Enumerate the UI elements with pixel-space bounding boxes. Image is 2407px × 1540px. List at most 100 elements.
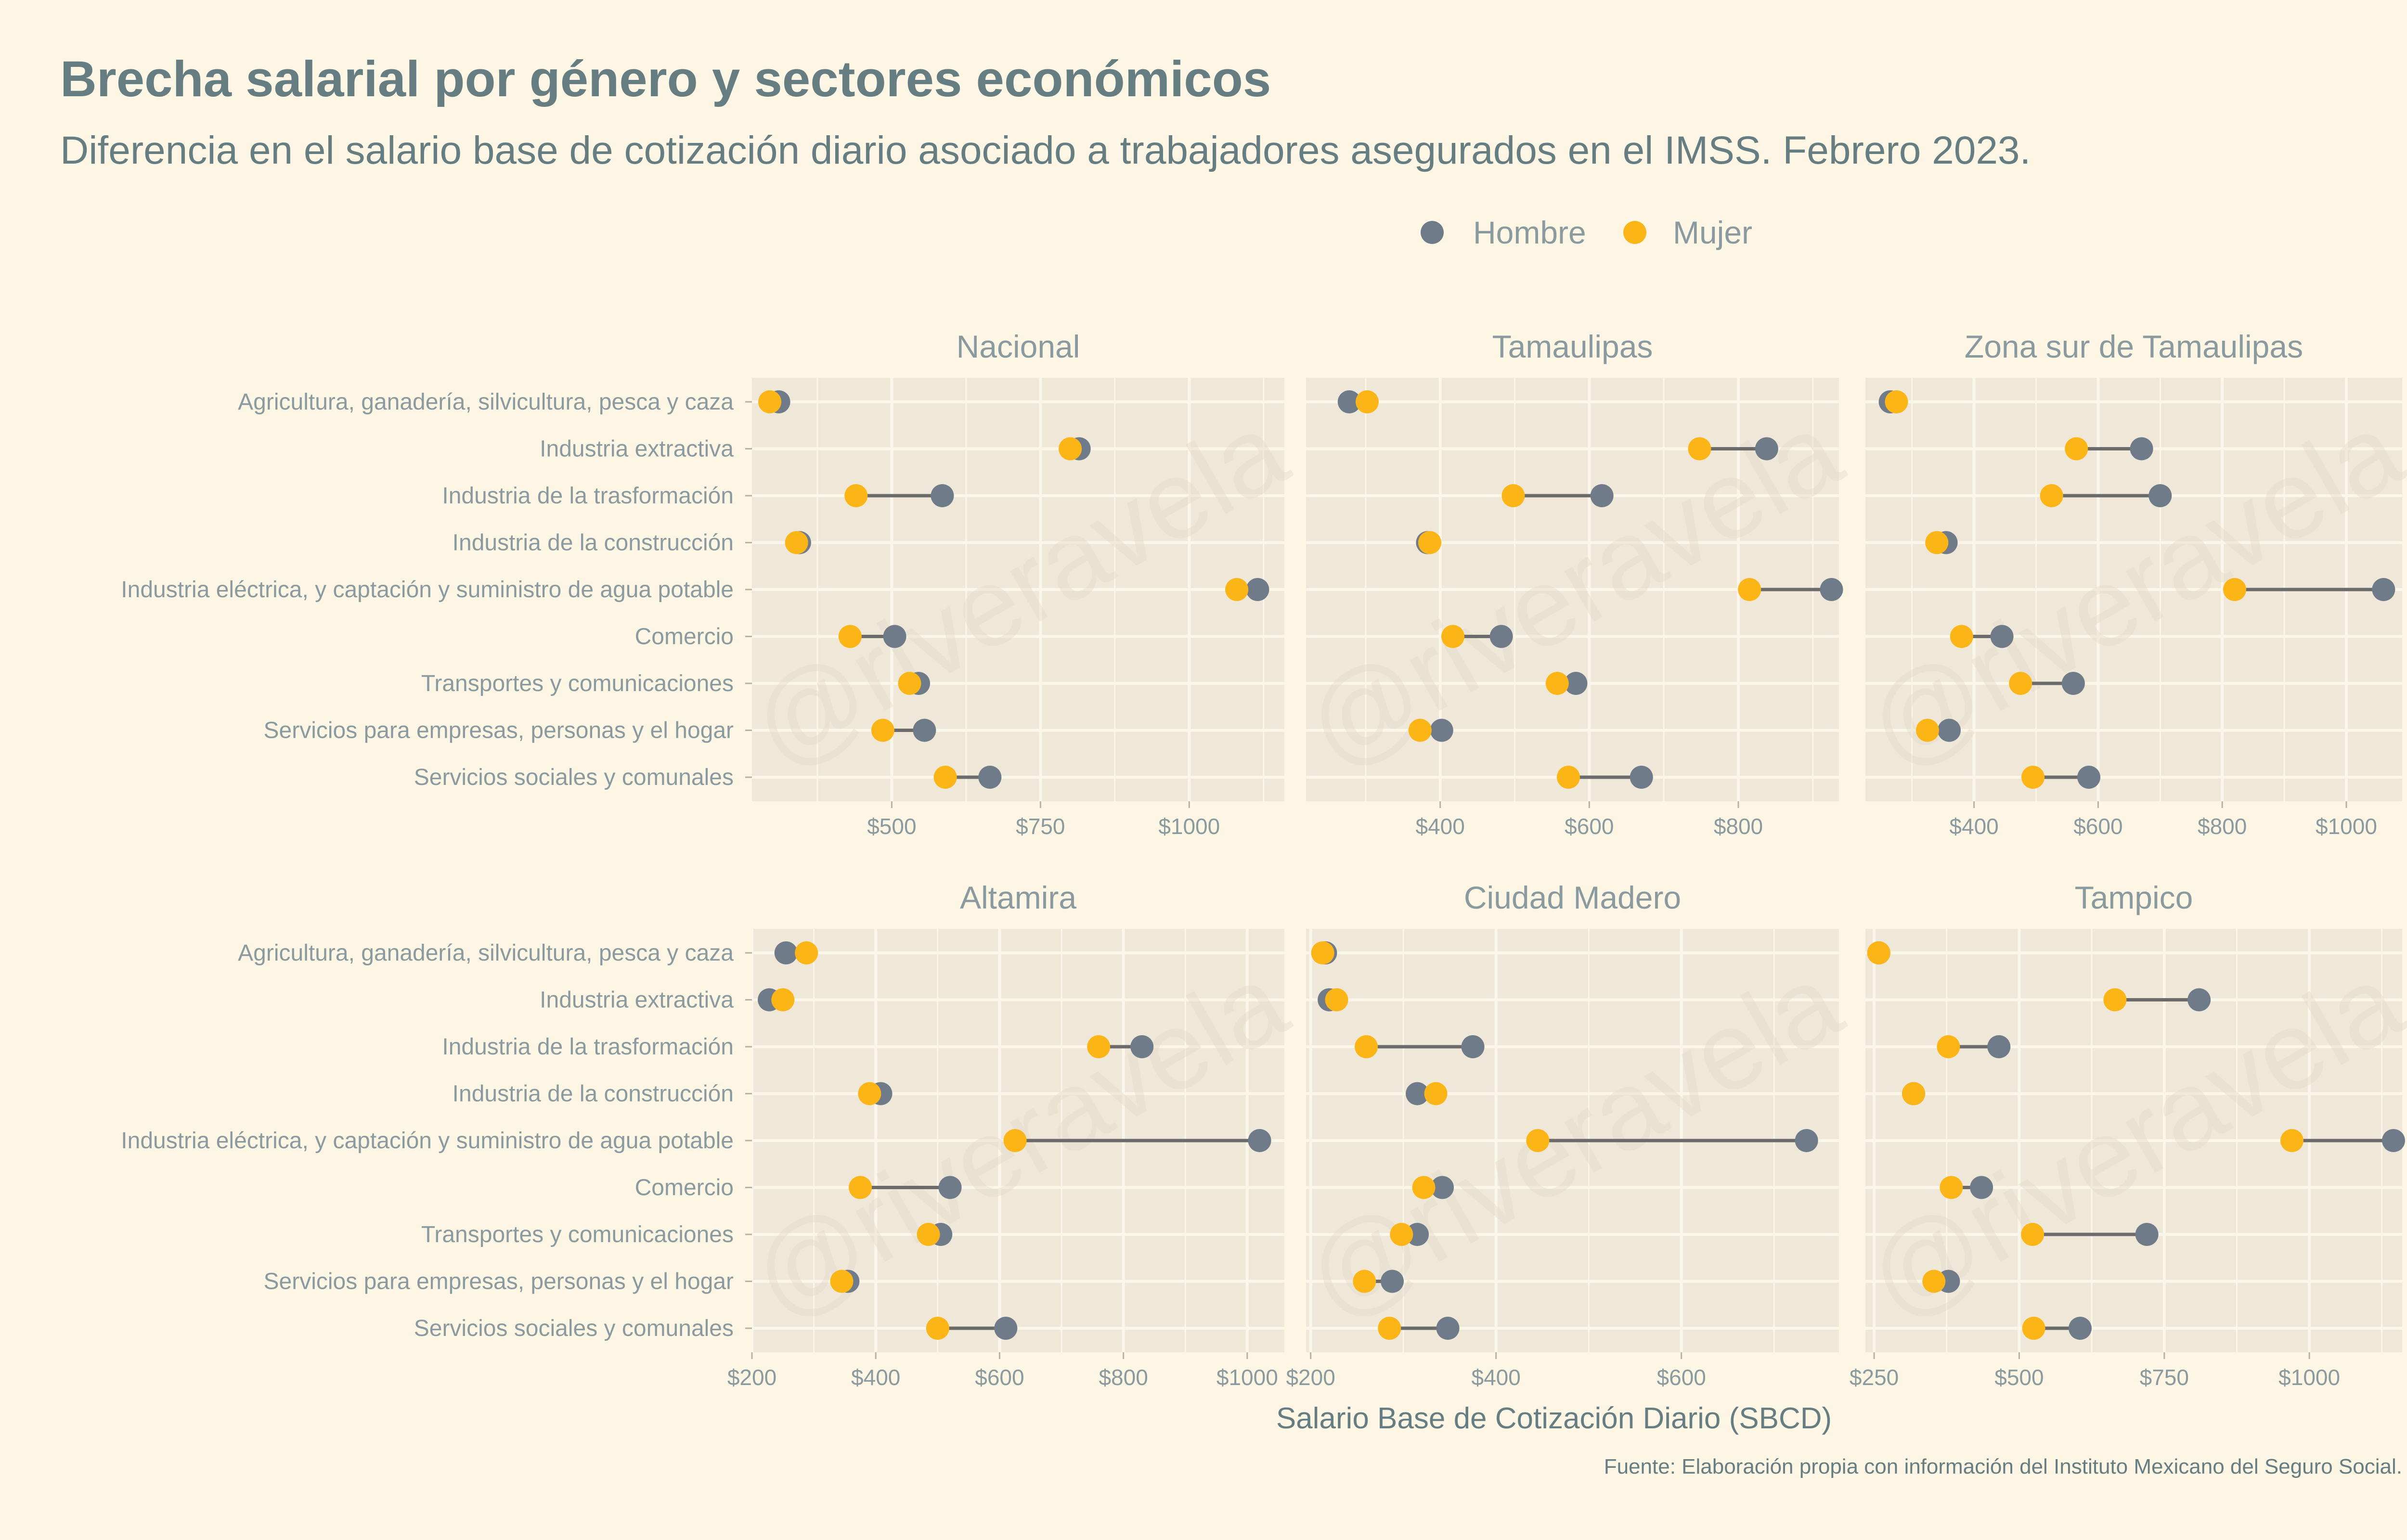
point-mujer (871, 719, 894, 742)
x-tick-label: $800 (2198, 814, 2247, 839)
point-mujer (771, 988, 795, 1012)
category-label: Industria de la construcción (453, 1081, 734, 1107)
x-tick-label: $400 (851, 1365, 900, 1390)
point-hombre (1431, 1176, 1454, 1199)
point-hombre (913, 719, 936, 742)
point-hombre (1406, 1082, 1429, 1105)
point-mujer (1408, 719, 1432, 742)
point-hombre (1246, 578, 1269, 601)
x-tick-label: $250 (1850, 1365, 1899, 1390)
point-hombre (1938, 719, 1961, 742)
panel-title: Tampico (2075, 880, 2193, 915)
category-label: Transportes y comunicaciones (421, 1222, 734, 1247)
chart-subtitle: Diferencia en el salario base de cotizac… (60, 128, 2031, 172)
x-tick-label: $500 (867, 814, 916, 839)
point-hombre (1987, 1035, 2011, 1058)
point-hombre (2130, 437, 2153, 461)
point-mujer (926, 1317, 949, 1340)
point-mujer (1526, 1129, 1550, 1152)
panel-0: $500 $750 $1000@riveravelaNacionalAgricult… (121, 329, 1306, 839)
point-hombre (2077, 766, 2101, 789)
category-label: Industria eléctrica, y captación y sumin… (121, 577, 734, 603)
category-label: Comercio (635, 624, 734, 650)
point-mujer (785, 531, 808, 554)
point-mujer (1867, 941, 1890, 964)
point-mujer (849, 1176, 872, 1199)
point-mujer (1940, 1176, 1963, 1199)
point-mujer (2021, 766, 2045, 789)
x-tick-label: $1000 (1216, 1365, 1278, 1390)
x-tick-label: $500 (1994, 1365, 2044, 1390)
point-mujer (1950, 625, 1973, 648)
category-label: Transportes y comunicaciones (421, 671, 734, 696)
point-mujer (2040, 484, 2063, 507)
point-mujer (1355, 1035, 1378, 1058)
x-tick-label: $800 (1714, 814, 1763, 839)
point-mujer (898, 672, 921, 695)
point-mujer (2022, 1317, 2045, 1340)
x-tick-label: $1000 (1158, 814, 1220, 839)
point-mujer (2223, 578, 2246, 601)
panels: $500 $750 $1000@riveravelaNacionalAgricult… (121, 329, 2407, 1390)
point-hombre (1489, 625, 1513, 648)
point-hombre (1461, 1035, 1485, 1058)
point-mujer (1378, 1317, 1401, 1340)
point-hombre (1970, 1176, 1993, 1199)
point-mujer (1937, 1035, 1960, 1058)
point-hombre (978, 766, 1002, 789)
category-label: Servicios para empresas, personas y el h… (264, 718, 734, 744)
x-tick-label: $750 (1016, 814, 1065, 839)
point-mujer (1688, 437, 1711, 461)
point-hombre (1820, 578, 1843, 601)
point-mujer (1412, 1176, 1436, 1199)
point-mujer (1311, 941, 1334, 964)
x-tick-label: $600 (1657, 1365, 1706, 1390)
point-mujer (933, 766, 957, 789)
point-mujer (1556, 766, 1580, 789)
category-label: Industria de la trasformación (442, 483, 734, 509)
point-mujer (1325, 988, 1348, 1012)
legend-mujer-swatch (1623, 221, 1646, 244)
x-axis-label: Salario Base de Cotización Diario (SBCD) (1276, 1402, 1832, 1435)
point-mujer (1087, 1035, 1111, 1058)
point-hombre (2069, 1317, 2092, 1340)
point-mujer (1390, 1223, 1413, 1246)
point-mujer (1902, 1082, 1926, 1105)
point-mujer (1355, 390, 1379, 413)
point-hombre (2372, 578, 2395, 601)
panel-title: Ciudad Madero (1464, 880, 1681, 915)
point-mujer (1501, 484, 1525, 507)
point-mujer (1885, 390, 1908, 413)
x-tick-label: $200 (1286, 1365, 1335, 1390)
x-tick-label: $400 (1949, 814, 1998, 839)
caption: Fuente: Elaboración propia con informaci… (1604, 1455, 2402, 1478)
point-mujer (2009, 672, 2032, 695)
point-mujer (758, 390, 782, 413)
point-mujer (1738, 578, 1761, 601)
category-label: Industria eléctrica, y captación y sumin… (121, 1128, 734, 1154)
point-hombre (1436, 1317, 1460, 1340)
point-hombre (1248, 1129, 1271, 1152)
point-hombre (931, 484, 954, 507)
panel-title: Nacional (957, 329, 1080, 364)
category-label: Servicios sociales y comunales (414, 1316, 734, 1341)
x-tick-label: $1000 (2278, 1365, 2340, 1390)
point-hombre (1430, 719, 1453, 742)
point-hombre (2187, 988, 2211, 1012)
point-mujer (2103, 988, 2127, 1012)
point-hombre (1755, 437, 1778, 461)
x-tick-label: $800 (1099, 1365, 1148, 1390)
point-mujer (830, 1270, 854, 1293)
point-hombre (2135, 1223, 2159, 1246)
point-hombre (1381, 1270, 1404, 1293)
point-mujer (2021, 1223, 2045, 1246)
point-hombre (1337, 390, 1361, 413)
x-tick-label: $400 (1416, 814, 1465, 839)
category-label: Industria extractiva (540, 436, 734, 462)
point-hombre (2148, 484, 2172, 507)
